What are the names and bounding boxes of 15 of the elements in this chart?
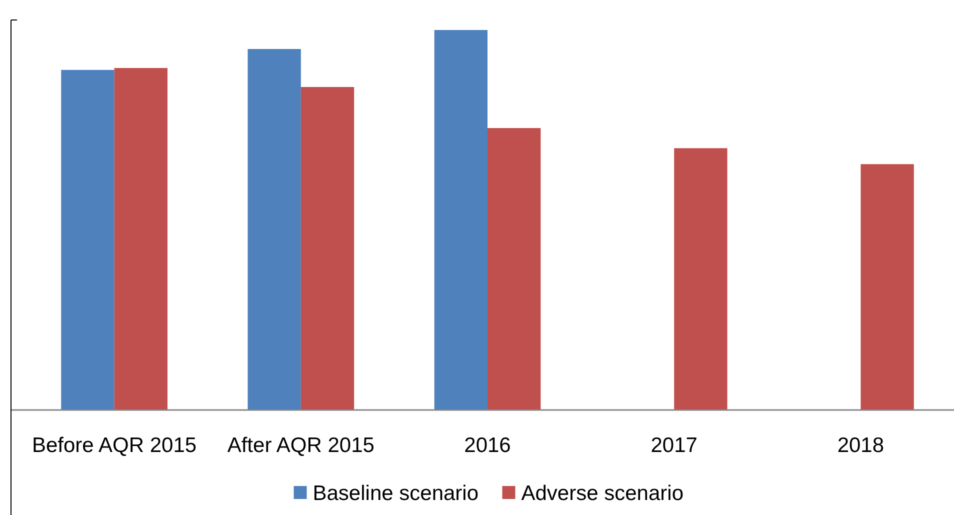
bar	[300, 87, 354, 410]
bar	[434, 30, 488, 410]
x-tick-label: 2017	[650, 434, 698, 457]
x-tick-label: Before AQR 2015	[32, 434, 197, 457]
x-tick-label: After AQR 2015	[227, 434, 374, 457]
bar	[61, 70, 114, 410]
bar	[860, 164, 914, 410]
bar	[674, 148, 728, 410]
bar	[114, 68, 168, 410]
x-tick-label: 2016	[464, 434, 511, 457]
x-tick-label: 2018	[837, 434, 884, 457]
bar	[248, 49, 301, 410]
legend-label: Adverse scenario	[521, 482, 684, 505]
bar	[488, 128, 541, 410]
legend-label: Baseline scenario	[312, 482, 479, 505]
